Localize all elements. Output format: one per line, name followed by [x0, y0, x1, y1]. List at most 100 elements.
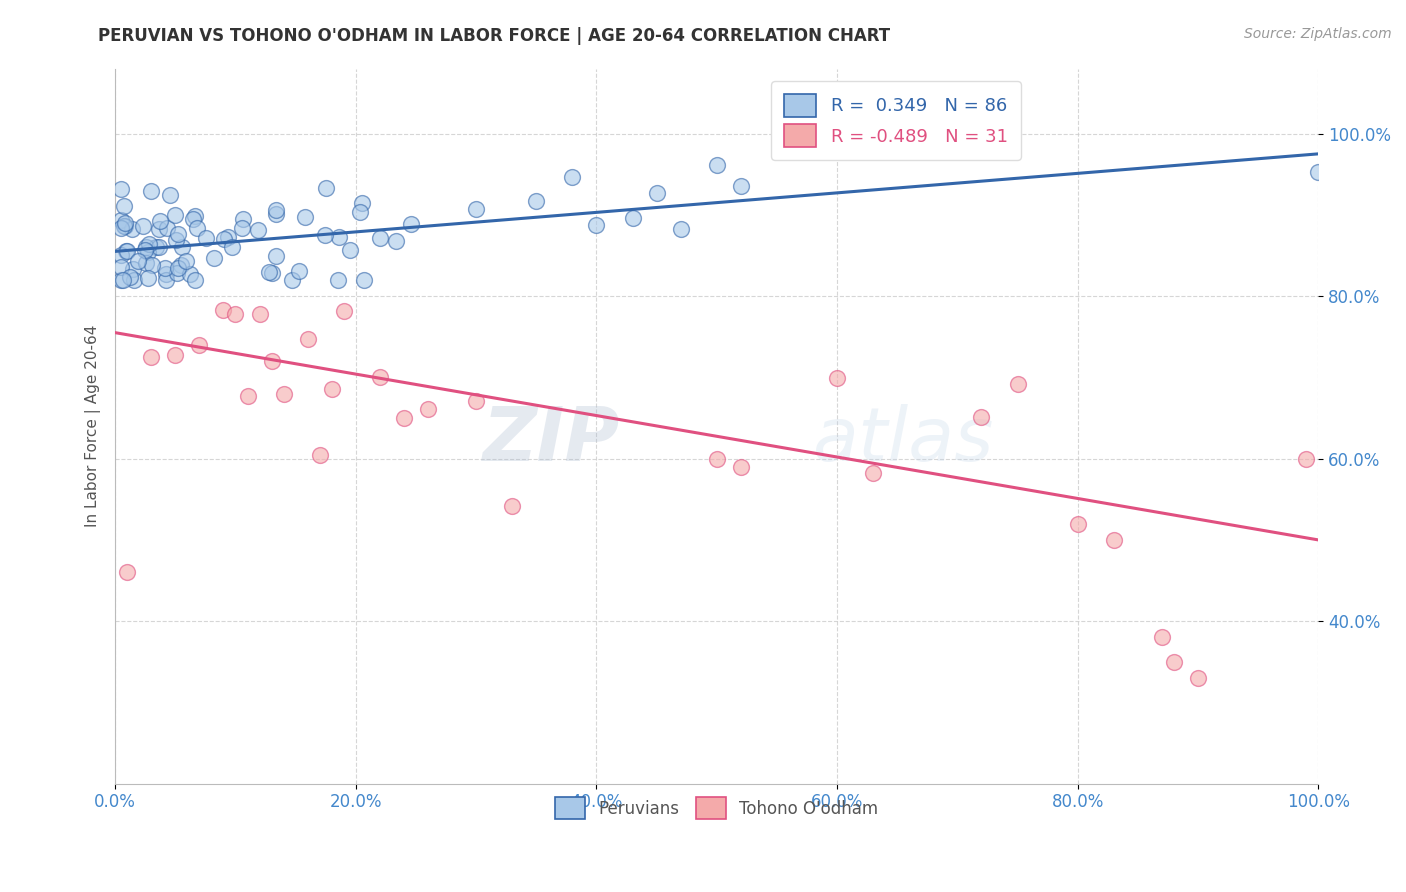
Point	[281, 273, 304, 287]
Point	[1102, 533, 1125, 547]
Point	[145, 240, 167, 254]
Point	[115, 244, 138, 258]
Point	[110, 273, 132, 287]
Point	[186, 221, 208, 235]
Point	[585, 218, 607, 232]
Point	[135, 255, 157, 269]
Point	[399, 217, 422, 231]
Point	[249, 307, 271, 321]
Point	[110, 260, 132, 274]
Point	[135, 240, 157, 254]
Point	[155, 273, 177, 287]
Point	[970, 409, 993, 424]
Point	[308, 448, 330, 462]
Point	[385, 234, 408, 248]
Point	[260, 266, 283, 280]
Point	[141, 258, 163, 272]
Point	[706, 158, 728, 172]
Text: atlas: atlas	[813, 404, 994, 476]
Point	[368, 370, 391, 384]
Point	[825, 371, 848, 385]
Point	[1007, 376, 1029, 391]
Point	[368, 231, 391, 245]
Point	[321, 382, 343, 396]
Point	[148, 221, 170, 235]
Point	[138, 237, 160, 252]
Point	[259, 265, 281, 279]
Point	[217, 230, 239, 244]
Point	[139, 185, 162, 199]
Point	[141, 351, 163, 365]
Point	[111, 273, 134, 287]
Point	[195, 231, 218, 245]
Point	[212, 302, 235, 317]
Y-axis label: In Labor Force | Age 20-64: In Labor Force | Age 20-64	[86, 325, 101, 527]
Point	[114, 219, 136, 233]
Point	[1187, 671, 1209, 685]
Point	[184, 210, 207, 224]
Point	[232, 212, 254, 227]
Point	[149, 214, 172, 228]
Point	[1163, 655, 1185, 669]
Point	[669, 222, 692, 236]
Point	[110, 182, 132, 196]
Point	[392, 411, 415, 425]
Point	[501, 499, 523, 513]
Point	[561, 170, 583, 185]
Point	[170, 240, 193, 254]
Point	[328, 230, 350, 244]
Text: PERUVIAN VS TOHONO O'ODHAM IN LABOR FORCE | AGE 20-64 CORRELATION CHART: PERUVIAN VS TOHONO O'ODHAM IN LABOR FORC…	[98, 27, 890, 45]
Point	[112, 199, 135, 213]
Point	[159, 188, 181, 202]
Point	[121, 222, 143, 236]
Point	[465, 202, 488, 216]
Point	[188, 338, 211, 352]
Point	[339, 243, 361, 257]
Point	[1150, 631, 1173, 645]
Point	[202, 251, 225, 265]
Point	[115, 566, 138, 580]
Point	[621, 211, 644, 225]
Point	[706, 451, 728, 466]
Point	[165, 348, 187, 362]
Point	[1308, 165, 1330, 179]
Point	[264, 203, 287, 218]
Point	[181, 212, 204, 227]
Point	[221, 240, 243, 254]
Point	[353, 273, 375, 287]
Point	[134, 243, 156, 257]
Point	[155, 220, 177, 235]
Point	[730, 179, 752, 194]
Point	[122, 273, 145, 287]
Point	[264, 249, 287, 263]
Point	[170, 258, 193, 272]
Point	[224, 307, 246, 321]
Point	[416, 402, 439, 417]
Point	[260, 354, 283, 368]
Point	[294, 210, 316, 224]
Point	[1295, 451, 1317, 466]
Point	[645, 186, 668, 201]
Point	[730, 459, 752, 474]
Point	[163, 208, 186, 222]
Point	[349, 204, 371, 219]
Point	[136, 245, 159, 260]
Point	[862, 466, 884, 480]
Point	[110, 221, 132, 235]
Point	[333, 303, 356, 318]
Point	[136, 270, 159, 285]
Point	[166, 266, 188, 280]
Point	[167, 227, 190, 241]
Point	[465, 394, 488, 409]
Point	[115, 244, 138, 259]
Point	[122, 261, 145, 276]
Point	[524, 194, 547, 209]
Point	[314, 227, 336, 242]
Point	[315, 180, 337, 194]
Point	[288, 264, 311, 278]
Point	[273, 386, 295, 401]
Point	[110, 213, 132, 227]
Point	[114, 216, 136, 230]
Point	[148, 240, 170, 254]
Point	[132, 219, 155, 233]
